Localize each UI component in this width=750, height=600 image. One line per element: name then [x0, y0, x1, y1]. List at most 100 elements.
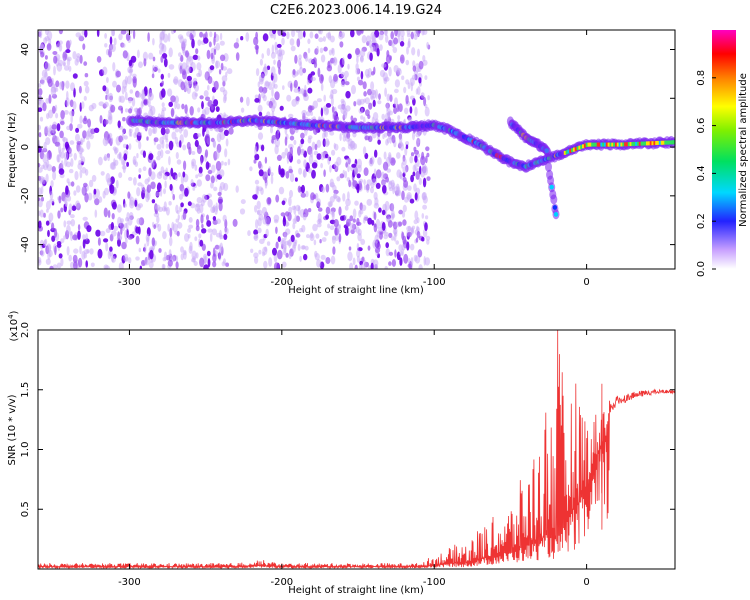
spectrogram-noise-dot — [412, 65, 417, 72]
spectrogram-noise-dot — [225, 262, 230, 267]
spectrogram-noise-dot — [254, 153, 260, 161]
spectrogram-noise-dot — [256, 200, 261, 210]
spectrogram-noise-dot — [361, 256, 365, 262]
spectrogram-noise-dot — [188, 224, 194, 229]
spectrogram-noise-dot — [142, 51, 148, 61]
spectrogram-noise-dot — [317, 207, 323, 212]
spectrogram-noise-dot — [178, 52, 182, 57]
spectrogram-noise-dot — [367, 245, 371, 251]
spectrogram-noise-dot — [161, 102, 165, 108]
spectrogram-noise-dot — [323, 169, 326, 177]
spectrogram-noise-dot — [358, 209, 362, 218]
spectrogram-noise-dot — [393, 107, 398, 114]
spectrogram-noise-dot — [284, 147, 289, 156]
spectrogram-noise-dot — [316, 98, 322, 103]
spectrogram-noise-dot — [84, 168, 89, 176]
spectrogram-tone-core — [616, 142, 620, 147]
spectrogram-noise-dot — [77, 230, 81, 240]
spectrogram-noise-dot — [44, 61, 50, 72]
spectrogram-noise-dot — [99, 115, 103, 124]
spectrogram-tone-core — [635, 141, 638, 146]
spectrogram-noise-dot — [142, 150, 146, 158]
spectrogram-noise-dot — [277, 236, 281, 243]
spectrogram-noise-dot — [91, 102, 97, 110]
spectrogram-noise-dot — [75, 185, 81, 193]
spectrogram-noise-dot — [261, 206, 267, 216]
spectrogram-noise-dot — [254, 256, 259, 264]
spectrogram-noise-dot — [167, 259, 173, 267]
spectrogram-noise-dot — [297, 146, 301, 156]
spectrogram-noise-dot — [258, 249, 262, 255]
spectrogram-noise-dot — [325, 32, 331, 39]
spectrogram-noise-dot — [79, 54, 83, 64]
spectrogram-noise-dot — [379, 44, 383, 51]
spectrogram-tone-core — [622, 142, 625, 147]
spectrogram-noise-dot — [340, 98, 345, 104]
spectrogram-noise-dot — [255, 219, 259, 229]
spectrogram-tone-core — [613, 142, 616, 147]
spectrogram-noise-dot — [359, 55, 364, 63]
spectrogram-noise-dot — [65, 80, 70, 89]
spectrogram-noise-dot — [260, 144, 265, 152]
spectrogram-noise-dot — [38, 88, 43, 96]
spectrogram-noise-dot — [120, 226, 123, 235]
spectrogram-noise-dot — [177, 214, 180, 221]
spectrogram-tone-core — [589, 142, 592, 147]
spectrogram-noise-dot — [301, 184, 305, 194]
spectrogram-noise-dot — [102, 137, 109, 147]
spectrogram-noise-dot — [199, 95, 204, 100]
spectrogram-noise-dot — [55, 80, 60, 88]
spectrogram-noise-dot — [51, 166, 56, 173]
snr-series-line — [38, 330, 675, 569]
spectrogram-noise-dot — [160, 166, 165, 174]
spectrogram-noise-dot — [280, 212, 286, 217]
spectrogram-noise-dot — [196, 197, 203, 204]
spectrogram-noise-dot — [266, 241, 271, 246]
spectrogram-noise-dot — [304, 55, 309, 62]
spectrogram-noise-dot — [222, 89, 228, 97]
spectrogram-noise-dot — [86, 225, 92, 233]
spectrogram-noise-dot — [290, 45, 296, 52]
y-tick-label: 40 — [20, 43, 31, 56]
spectrogram-noise-dot — [320, 74, 324, 82]
spectrogram-noise-dot — [385, 176, 389, 183]
spectrogram-noise-dot — [192, 77, 198, 83]
spectrogram-tone-core — [611, 142, 614, 147]
spectrogram-noise-dot — [204, 133, 211, 144]
spectrogram-noise-dot — [159, 136, 164, 145]
spectrogram-noise-dot — [309, 151, 314, 158]
spectrogram-noise-dot — [300, 138, 305, 145]
spectrogram-noise-dot — [49, 265, 54, 269]
spectrogram-noise-dot — [180, 81, 185, 91]
spectrogram-noise-dot — [69, 261, 75, 269]
snr-y-ticks: 0.5 1.0 1.5 2.0 — [20, 322, 675, 517]
spectrogram-noise-dot — [221, 160, 224, 166]
spectrogram-noise-dot — [323, 94, 327, 102]
spectrogram-noise-dot — [207, 258, 211, 268]
spectrogram-noise-dot — [329, 178, 334, 188]
x-tick-label: -300 — [118, 277, 141, 288]
spectrogram-noise-dot — [307, 105, 313, 113]
spectrogram-noise-dot — [107, 115, 113, 125]
spectrogram-noise-dot — [195, 218, 200, 228]
spectrogram-noise-dot — [350, 30, 355, 38]
spectrogram-noise-dot — [323, 107, 330, 116]
spectrogram-noise-dot — [364, 135, 371, 141]
spectrogram-noise-dot — [273, 83, 278, 89]
spectrogram-noise-dot — [326, 65, 333, 72]
spectrogram-noise-dot — [59, 120, 65, 126]
spectrogram-noise-dot — [156, 155, 161, 161]
spectrogram-noise-dot — [277, 59, 282, 69]
spectrogram-tone-core — [671, 140, 674, 145]
spectrogram-noise-dot — [38, 83, 42, 88]
spectrogram-noise-dot — [96, 30, 100, 37]
spectrogram-noise-dot — [414, 192, 418, 201]
spectrogram-noise-dot — [329, 35, 335, 43]
spectrogram-noise-dot — [393, 232, 397, 242]
spectrogram-noise-dot — [240, 107, 245, 113]
spectrogram-noise-dot — [70, 181, 75, 187]
spectrogram-noise-dot — [60, 160, 64, 171]
spectrogram-noise-dot — [406, 241, 410, 251]
spectrogram-noise-dot — [424, 106, 430, 117]
spectrogram-noise-dot — [314, 253, 320, 261]
